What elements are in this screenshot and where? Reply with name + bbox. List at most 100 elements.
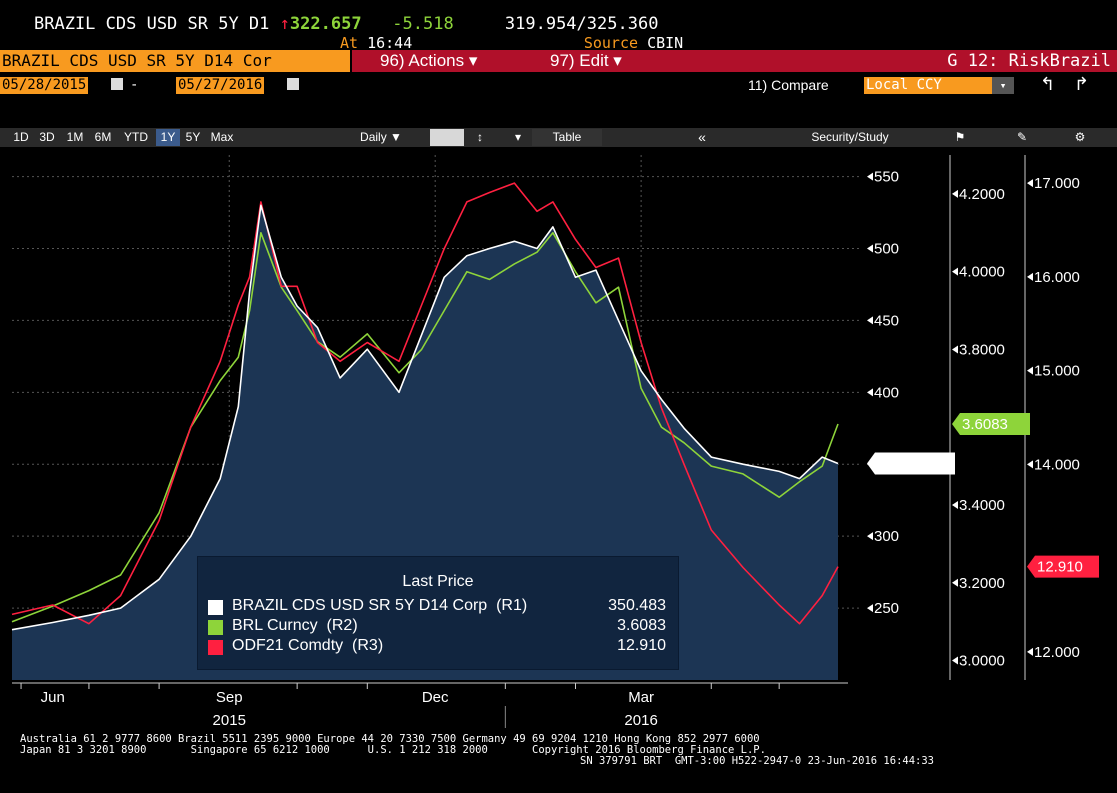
- compare-label: 11) Compare: [748, 77, 829, 93]
- actions-menu[interactable]: 96) Actions ▾: [380, 51, 478, 70]
- legend-series-name: ODF21 Comdty (R3): [232, 637, 384, 654]
- gear-icon[interactable]: ⚙: [1074, 130, 1086, 144]
- bid-ask-separator: /: [576, 14, 587, 34]
- up-arrow-icon: ↑: [279, 14, 290, 34]
- x-year-label: 2015: [213, 712, 246, 729]
- series-line-r1: [11, 204, 839, 631]
- x-year-label: 2016: [624, 712, 657, 729]
- x-tick-label: Jun: [41, 689, 65, 706]
- tick-marker: [867, 532, 873, 541]
- edit-menu[interactable]: 97) Edit ▾: [550, 51, 622, 70]
- legend-swatch: [208, 600, 223, 615]
- command-bar: BRAZIL CDS USD SR 5Y D14 Cor 96) Actions…: [0, 50, 1117, 72]
- legend-series-name: BRAZIL CDS USD SR 5Y D14 Corp (R1): [232, 597, 528, 614]
- tick-marker: [867, 604, 873, 613]
- tick-label-r2: 3.4000: [959, 497, 1005, 514]
- series-lines: [11, 182, 839, 631]
- net-change: -5.518: [392, 14, 454, 34]
- quote-time: 16:44: [367, 34, 413, 52]
- legend-series-value: 12.910: [617, 637, 666, 654]
- tick-marker: [867, 172, 873, 181]
- compare-select[interactable]: Local CCY: [864, 77, 992, 94]
- range-button-1d[interactable]: 1D: [13, 130, 29, 144]
- range-button-ytd[interactable]: YTD: [124, 130, 148, 144]
- edit-icon[interactable]: ✎: [1016, 130, 1028, 144]
- line-chart-icon[interactable]: [430, 129, 464, 146]
- tick-label-r1: 550: [874, 169, 899, 186]
- range-button-3d[interactable]: 3D: [39, 130, 55, 144]
- tick-label-r3: 16.000: [1034, 269, 1080, 286]
- footer-line-2: Japan 81 3 3201 8900 Singapore 65 6212 1…: [20, 744, 766, 756]
- tick-label-r3: 17.000: [1034, 175, 1080, 192]
- tick-marker: [1027, 647, 1033, 656]
- series-line-r2: [11, 232, 839, 623]
- chevron-down-icon[interactable]: ▾: [514, 130, 522, 144]
- range-button-1y[interactable]: 1Y: [156, 129, 180, 146]
- tick-marker: [952, 345, 958, 354]
- security-field[interactable]: BRAZIL CDS USD SR 5Y D14 Cor: [0, 50, 350, 72]
- end-date-input[interactable]: 05/27/2016: [176, 77, 265, 94]
- x-tick-label: Mar: [628, 689, 654, 706]
- chevron-down-icon[interactable]: ▾: [992, 77, 1014, 94]
- tick-label-r1: 400: [874, 384, 899, 401]
- undo-icon[interactable]: ↰: [1040, 74, 1056, 94]
- tick-label-r1: 300: [874, 528, 899, 545]
- quote-subheader: At 16:44 Source CBIN: [340, 34, 683, 52]
- last-value-label-r2: 3.6083: [962, 416, 1008, 433]
- start-date-input[interactable]: 05/28/2015: [0, 77, 89, 94]
- tick-label-r2: 3.8000: [959, 341, 1005, 358]
- legend-swatch: [208, 640, 223, 655]
- footer-line-1: Australia 61 2 9777 8600 Brazil 5511 239…: [20, 733, 760, 745]
- ticker: BRAZIL CDS USD SR 5Y D1: [34, 14, 270, 34]
- tick-marker: [867, 388, 873, 397]
- tick-marker: [1027, 366, 1033, 375]
- last-value-tag: [952, 412, 1030, 435]
- screen-name: G 12: RiskBrazil: [947, 51, 1111, 71]
- date-range-bar: 05/28/2015 - 05/27/2016 11) Compare Loca…: [0, 74, 1117, 96]
- security-study-button[interactable]: Security/Study: [811, 130, 889, 144]
- collapse-button[interactable]: «: [698, 129, 706, 145]
- range-toolbar: 1D 3D 1M 6M YTD 1Y 5Y Max Daily ▼ ↕ ▾ Table « S…: [0, 128, 1117, 147]
- legend-series-value: 3.6083: [617, 617, 666, 634]
- tick-marker: [952, 501, 958, 509]
- range-button-max[interactable]: Max: [210, 130, 234, 144]
- date-dash: -: [130, 77, 139, 93]
- redo-icon[interactable]: ↱: [1074, 74, 1090, 94]
- tick-marker: [867, 244, 873, 253]
- calendar-icon[interactable]: [287, 78, 299, 90]
- tick-label-r2: 4.0000: [959, 264, 1005, 281]
- tick-label-r2: 3.2000: [959, 575, 1005, 592]
- footer-line-3: SN 379791 BRT GMT-3:00 H522-2947-0 23-Ju…: [580, 755, 935, 767]
- legend-series-name: BRL Curncy (R2): [232, 617, 358, 634]
- tick-marker: [1027, 179, 1033, 188]
- tick-label-r3: 14.000: [1034, 456, 1080, 473]
- tick-marker: [952, 267, 958, 276]
- range-button-6m[interactable]: 6M: [94, 130, 112, 144]
- tick-marker: [952, 656, 958, 665]
- bid-price: 319.954: [504, 14, 577, 34]
- legend-swatch: [208, 620, 223, 635]
- last-value-label-r1: 350.483: [877, 456, 931, 473]
- tick-label-r1: 500: [874, 240, 899, 257]
- table-button[interactable]: Table: [532, 129, 602, 146]
- right-axes: 5505004504003503002504.20004.00003.80003…: [867, 155, 1099, 680]
- last-price: 322.657: [289, 14, 362, 34]
- tick-label-r3: 15.000: [1034, 363, 1080, 380]
- tick-marker: [1027, 460, 1033, 469]
- tick-label-r3: 12.000: [1034, 644, 1080, 661]
- range-button-1m[interactable]: 1M: [66, 130, 84, 144]
- tick-marker: [867, 316, 873, 325]
- quote-header: BRAZIL CDS USD SR 5Y D1 ↑322.657 -5.518 …: [34, 14, 658, 34]
- frequency-select[interactable]: Daily ▼: [360, 130, 402, 144]
- calendar-icon[interactable]: [111, 78, 123, 90]
- tick-marker: [952, 189, 958, 198]
- tick-label-r1: 450: [874, 312, 899, 329]
- flag-icon[interactable]: ⚑: [954, 130, 966, 144]
- legend: Last Price BRAZIL CDS USD SR 5Y D14 Corp…: [197, 556, 679, 670]
- cursor-icon[interactable]: ↕: [477, 130, 483, 144]
- source-value: CBIN: [647, 34, 684, 52]
- tick-marker: [1027, 272, 1033, 281]
- range-button-5y[interactable]: 5Y: [185, 130, 201, 144]
- source-label: Source: [583, 34, 639, 52]
- last-value-label-r3: 12.910: [1037, 559, 1083, 576]
